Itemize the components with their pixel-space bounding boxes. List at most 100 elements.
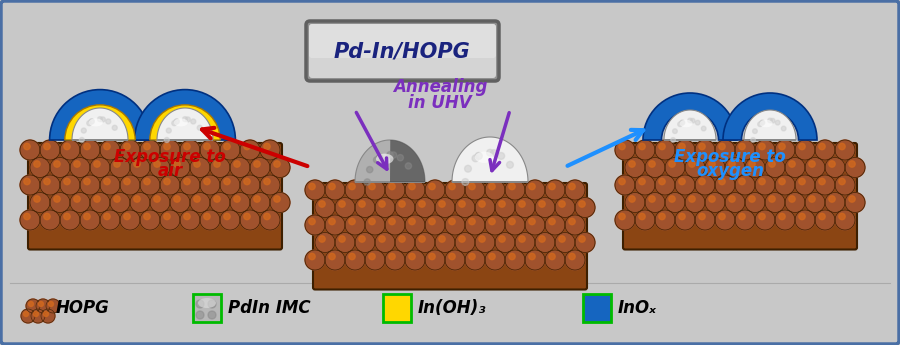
Circle shape bbox=[659, 178, 665, 185]
Circle shape bbox=[374, 157, 380, 163]
Circle shape bbox=[349, 253, 356, 260]
Circle shape bbox=[309, 253, 315, 260]
Text: InOₓ: InOₓ bbox=[618, 299, 657, 317]
Circle shape bbox=[264, 143, 270, 150]
Circle shape bbox=[679, 143, 685, 150]
Circle shape bbox=[799, 213, 806, 220]
Circle shape bbox=[739, 213, 745, 220]
Circle shape bbox=[759, 213, 765, 220]
Circle shape bbox=[428, 218, 436, 225]
Ellipse shape bbox=[174, 118, 188, 126]
Circle shape bbox=[50, 193, 70, 213]
Circle shape bbox=[130, 193, 150, 213]
Circle shape bbox=[40, 210, 60, 230]
Circle shape bbox=[725, 193, 745, 213]
Circle shape bbox=[154, 161, 160, 167]
Circle shape bbox=[569, 183, 575, 190]
Circle shape bbox=[569, 253, 575, 260]
Circle shape bbox=[124, 143, 130, 150]
Circle shape bbox=[365, 215, 385, 235]
Circle shape bbox=[220, 140, 240, 160]
Circle shape bbox=[659, 143, 665, 150]
Circle shape bbox=[174, 161, 180, 167]
Circle shape bbox=[819, 178, 825, 185]
Circle shape bbox=[264, 213, 270, 220]
Circle shape bbox=[365, 180, 385, 200]
Circle shape bbox=[89, 119, 94, 124]
Circle shape bbox=[799, 143, 806, 150]
Circle shape bbox=[150, 158, 170, 177]
Circle shape bbox=[315, 233, 335, 253]
Circle shape bbox=[819, 213, 825, 220]
Circle shape bbox=[134, 161, 140, 167]
Circle shape bbox=[385, 215, 405, 235]
Circle shape bbox=[518, 236, 526, 242]
Circle shape bbox=[250, 158, 270, 177]
Circle shape bbox=[645, 193, 665, 213]
Circle shape bbox=[254, 161, 260, 167]
Circle shape bbox=[545, 250, 565, 270]
Circle shape bbox=[97, 117, 103, 122]
Circle shape bbox=[359, 201, 365, 207]
Circle shape bbox=[309, 218, 315, 225]
Circle shape bbox=[200, 210, 220, 230]
Circle shape bbox=[196, 300, 204, 308]
Circle shape bbox=[487, 149, 493, 156]
Circle shape bbox=[359, 236, 365, 242]
Circle shape bbox=[690, 118, 695, 123]
Circle shape bbox=[345, 180, 365, 200]
Circle shape bbox=[224, 178, 230, 185]
Circle shape bbox=[364, 179, 371, 185]
Circle shape bbox=[41, 309, 55, 323]
Circle shape bbox=[508, 218, 515, 225]
Circle shape bbox=[499, 201, 505, 207]
Circle shape bbox=[770, 118, 775, 123]
Circle shape bbox=[715, 175, 735, 195]
Circle shape bbox=[649, 161, 655, 167]
Circle shape bbox=[449, 183, 455, 190]
Circle shape bbox=[325, 250, 345, 270]
Ellipse shape bbox=[760, 120, 772, 127]
Circle shape bbox=[240, 175, 260, 195]
FancyBboxPatch shape bbox=[309, 24, 496, 78]
Circle shape bbox=[164, 178, 170, 185]
Circle shape bbox=[43, 312, 49, 316]
Circle shape bbox=[579, 201, 585, 207]
Circle shape bbox=[376, 155, 382, 161]
Circle shape bbox=[399, 201, 405, 207]
Circle shape bbox=[369, 183, 375, 190]
Circle shape bbox=[575, 197, 595, 217]
Circle shape bbox=[184, 143, 190, 150]
Circle shape bbox=[675, 175, 695, 195]
Circle shape bbox=[397, 155, 403, 161]
Circle shape bbox=[565, 180, 585, 200]
Circle shape bbox=[525, 180, 545, 200]
Circle shape bbox=[839, 178, 845, 185]
Circle shape bbox=[369, 253, 375, 260]
Circle shape bbox=[64, 213, 70, 220]
Circle shape bbox=[305, 180, 325, 200]
Circle shape bbox=[464, 165, 472, 172]
Circle shape bbox=[254, 196, 260, 202]
Circle shape bbox=[785, 193, 805, 213]
Circle shape bbox=[203, 178, 211, 185]
Circle shape bbox=[210, 193, 230, 213]
Circle shape bbox=[144, 178, 150, 185]
Circle shape bbox=[445, 215, 465, 235]
Circle shape bbox=[508, 183, 515, 190]
Circle shape bbox=[230, 158, 250, 177]
Circle shape bbox=[36, 299, 50, 313]
Circle shape bbox=[208, 300, 216, 308]
Circle shape bbox=[379, 236, 385, 242]
Polygon shape bbox=[355, 140, 425, 182]
Circle shape bbox=[469, 183, 475, 190]
Circle shape bbox=[507, 161, 513, 168]
Circle shape bbox=[172, 121, 176, 126]
Circle shape bbox=[775, 210, 795, 230]
Circle shape bbox=[190, 158, 210, 177]
Circle shape bbox=[739, 178, 745, 185]
Circle shape bbox=[725, 158, 745, 177]
Circle shape bbox=[675, 210, 695, 230]
Circle shape bbox=[489, 253, 495, 260]
Circle shape bbox=[719, 213, 725, 220]
